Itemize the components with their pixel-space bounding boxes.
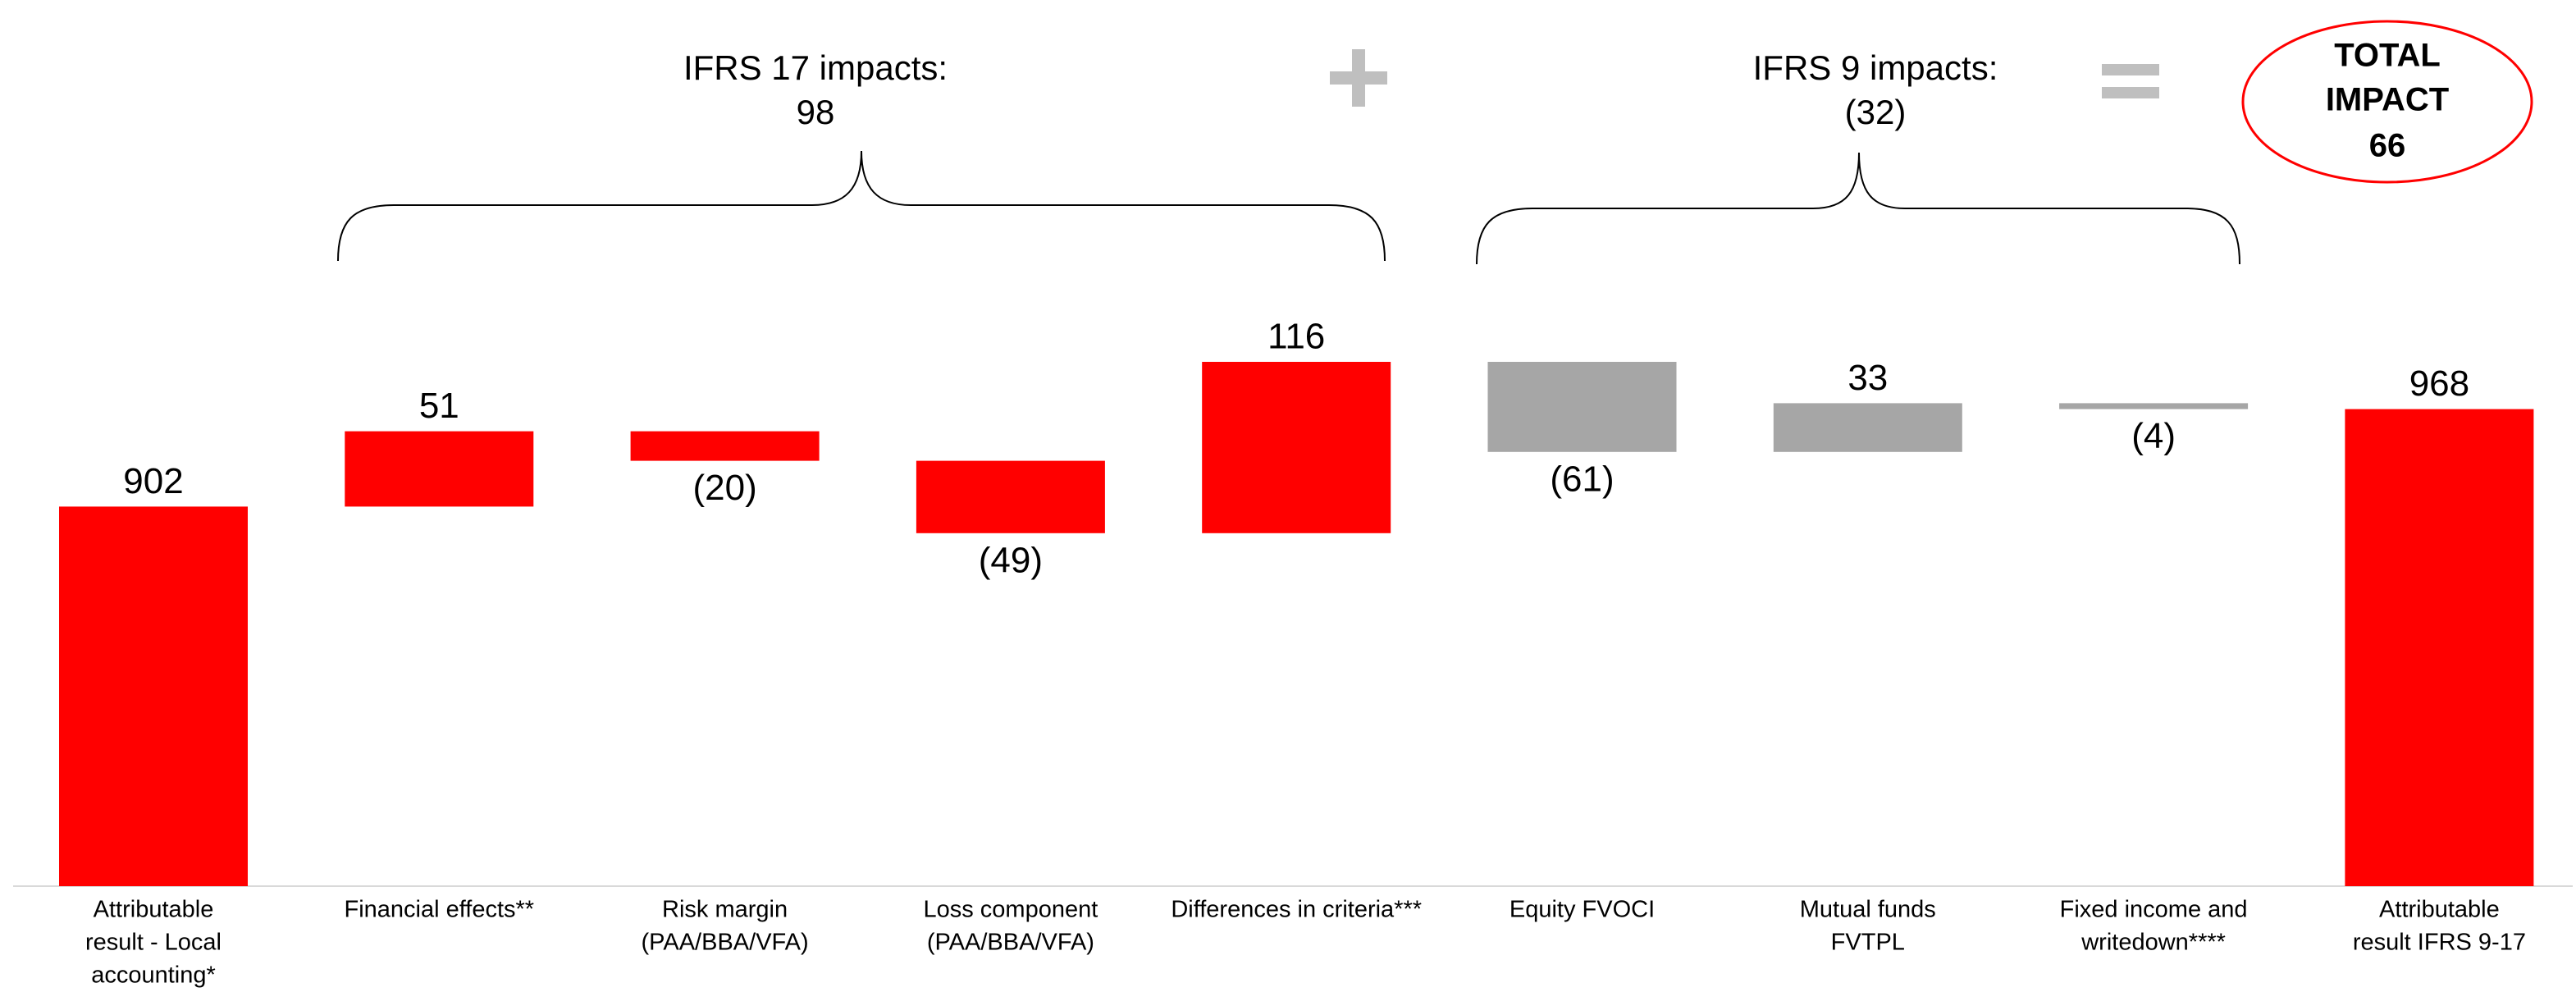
bar — [1487, 362, 1677, 452]
bar — [916, 460, 1105, 533]
x-tick-label: (PAA/BBA/VFA) — [642, 930, 809, 956]
total-value: 66 — [2369, 128, 2406, 164]
x-tick-label: Attributable — [2379, 897, 2500, 923]
bar — [59, 506, 248, 886]
equals-sign — [2102, 87, 2159, 98]
value-label: 902 — [123, 461, 183, 501]
value-label: (61) — [1550, 459, 1614, 499]
x-tick-label: Equity FVOCI — [1510, 897, 1655, 923]
bar — [1202, 362, 1391, 533]
value-label: (20) — [692, 468, 756, 508]
group-label: IFRS 17 impacts: — [683, 48, 948, 87]
x-tick-label: Loss component — [923, 897, 1098, 923]
x-tick-label: writedown**** — [2080, 930, 2226, 956]
bar — [2059, 403, 2249, 409]
x-tick-label: (PAA/BBA/VFA) — [927, 930, 1094, 956]
x-tick-label: Risk margin — [662, 897, 788, 923]
plus-sign — [1330, 71, 1387, 85]
group-value: (32) — [1845, 93, 1907, 131]
total-label: TOTAL — [2334, 38, 2441, 74]
brace — [337, 150, 1386, 262]
x-tick-label: Financial effects** — [345, 897, 535, 923]
x-tick-label: Differences in criteria*** — [1171, 897, 1422, 923]
total-ellipse — [2241, 20, 2533, 184]
x-tick-label: Attributable — [94, 897, 214, 923]
group-label: IFRS 9 impacts: — [1753, 48, 1998, 87]
bar — [2345, 409, 2534, 887]
x-tick-label: Fixed income and — [2060, 897, 2248, 923]
value-label: 116 — [1267, 317, 1325, 357]
group-value: 98 — [797, 93, 835, 131]
brace — [1476, 152, 2240, 265]
total-label: IMPACT — [2326, 82, 2449, 118]
value-label: 33 — [1848, 358, 1888, 398]
value-label: (4) — [2131, 416, 2176, 456]
x-tick-label: result IFRS 9-17 — [2353, 930, 2526, 956]
value-label: 51 — [419, 386, 459, 426]
x-tick-label: FVTPL — [1831, 930, 1905, 956]
bar — [630, 431, 820, 461]
bar — [345, 431, 534, 507]
x-tick-label: Mutual funds — [1800, 897, 1936, 923]
x-tick-label: accounting* — [91, 962, 216, 989]
value-label: 968 — [2409, 363, 2469, 404]
bar — [1773, 403, 1962, 452]
equals-sign — [2102, 64, 2159, 75]
value-label: (49) — [979, 540, 1043, 580]
x-tick-label: result - Local — [85, 930, 222, 956]
